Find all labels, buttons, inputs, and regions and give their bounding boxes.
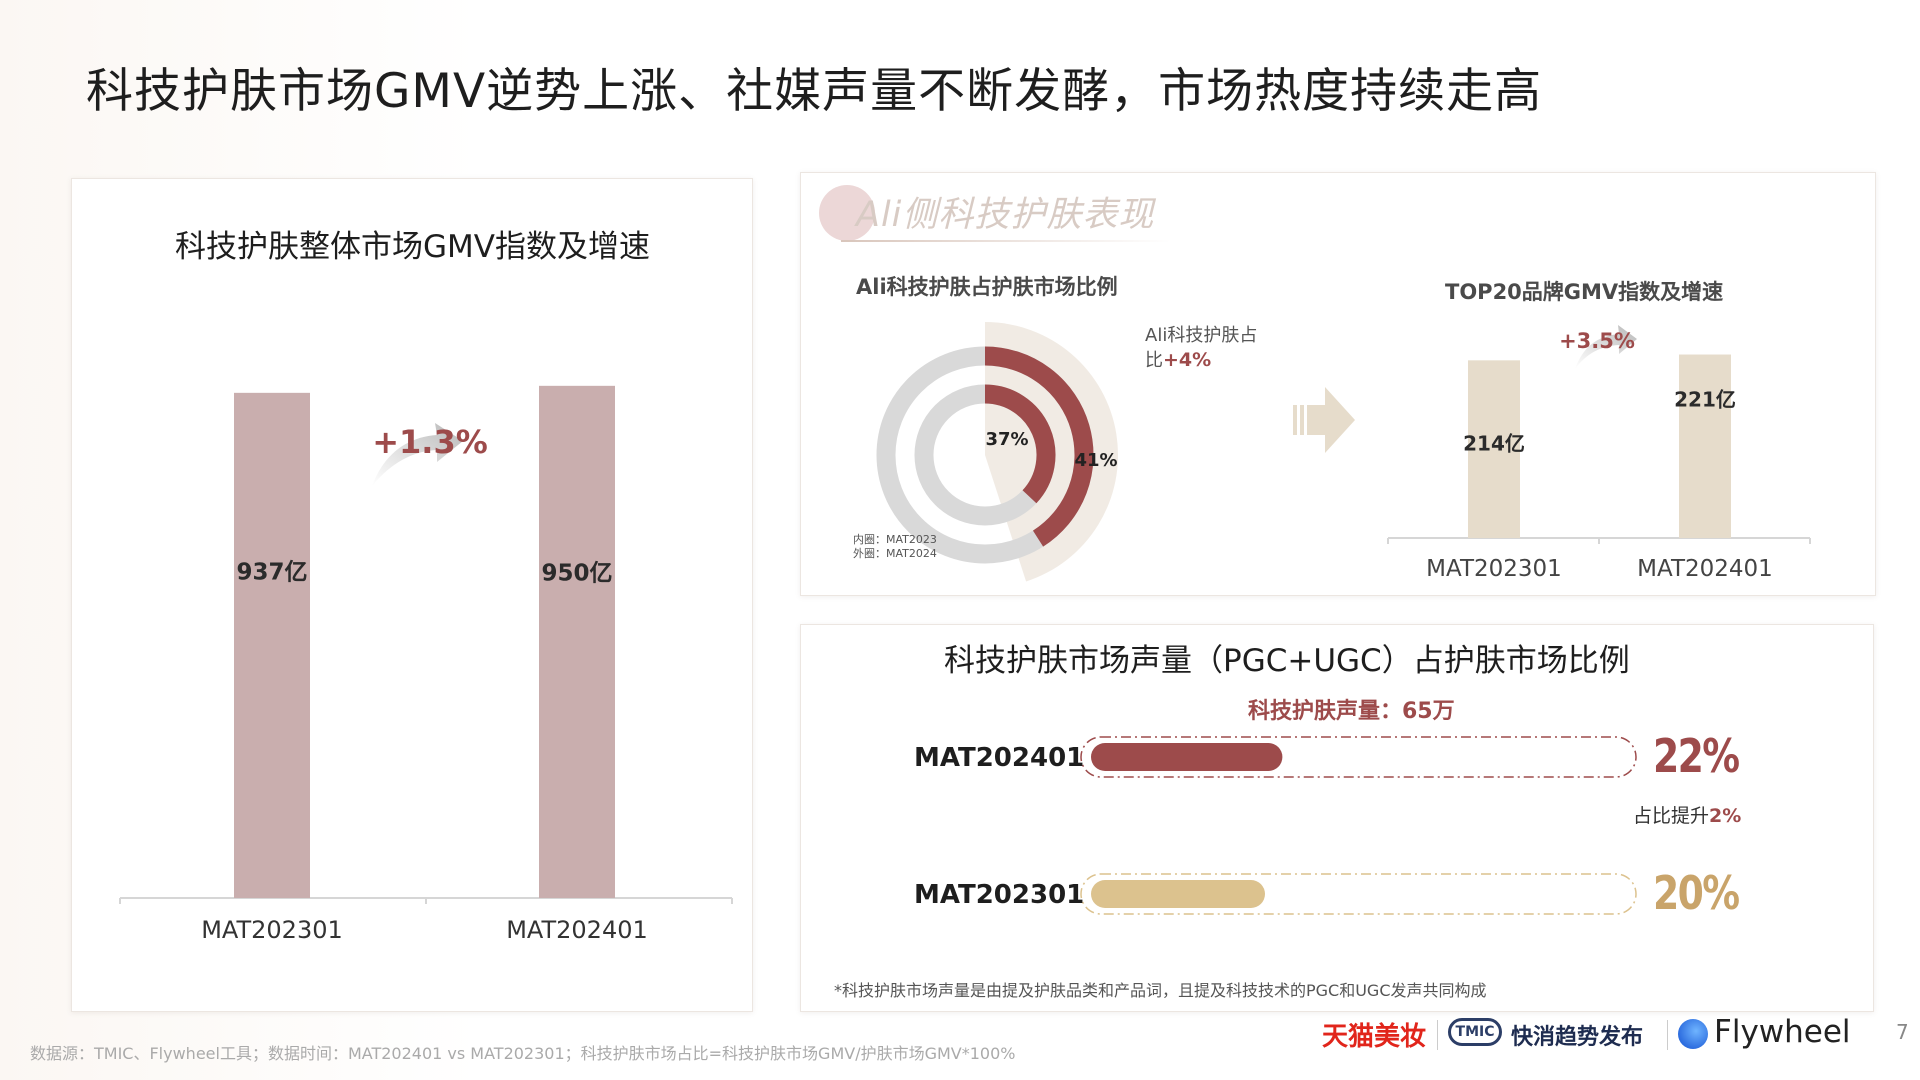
top20-x-tick-label: MAT202301: [1426, 556, 1562, 582]
ali-section-title: Ali侧科技护肤表现: [856, 195, 1155, 235]
share-rise-value: 2%: [1709, 805, 1742, 827]
voice-share-value-2023: 20%: [1653, 866, 1740, 920]
flywheel-logo-text: Flywheel: [1714, 1014, 1851, 1050]
growth-arrow-icon: [372, 423, 463, 486]
donut-annotation-line1: Ali科技护肤占: [1145, 325, 1258, 346]
voice-share-value-2024: 22%: [1653, 729, 1740, 783]
gmv-bar-value-label: 950亿: [541, 560, 612, 586]
gmv-x-tick-label: MAT202401: [506, 916, 648, 944]
top20-chart-title: TOP20品牌GMV指数及增速: [1445, 280, 1724, 304]
logo-divider: [1667, 1020, 1668, 1050]
donut-ring-share: [984, 346, 1094, 547]
top20-bar-value-label: 214亿: [1463, 431, 1525, 455]
voice-share-bars: [1080, 736, 1637, 915]
section-underline: [841, 240, 1171, 242]
voice-share-track: [1080, 873, 1637, 915]
transition-arrow-icon: [1293, 387, 1355, 453]
flywheel-logo-icon: [1678, 1019, 1708, 1049]
gmv-bar-value-label: 937亿: [236, 560, 307, 586]
donut-chart-title: Ali科技护肤占护肤市场比例: [856, 275, 1118, 299]
gmv-bar: [234, 392, 310, 898]
voice-share-bar: [1091, 880, 1265, 908]
top20-bar: [1679, 354, 1731, 538]
voice-row-label-2024: MAT202401: [914, 743, 1085, 773]
top20-growth-arrow-icon: [1575, 325, 1637, 369]
source-note: 数据源：TMIC、Flywheel工具；数据时间：MAT202401 vs MA…: [30, 1044, 1016, 1063]
gmv-growth-label: +1.3%: [372, 423, 488, 461]
gmv-chart-title: 科技护肤整体市场GMV指数及增速: [175, 229, 650, 265]
top20-growth-label: +3.5%: [1559, 329, 1635, 353]
gmv-x-tick-label: MAT202301: [201, 916, 343, 944]
outer-ring-legend: 外圈：MAT2024: [853, 547, 937, 560]
inner-ring-legend: 内圈：MAT2023: [853, 533, 937, 546]
tmic-logo-icon: TMIC: [1448, 1018, 1502, 1046]
voice-footnote: *科技护肤市场声量是由提及护肤品类和产品词，且提及科技技术的PGC和UGC发声共…: [834, 981, 1487, 1000]
donut-ring-share: [984, 384, 1056, 504]
voice-volume-label: 科技护肤声量：65万: [1248, 699, 1455, 724]
ali-performance-panel: Ali侧科技护肤表现 Ali科技护肤占护肤市场比例 TOP20品牌GMV指数及增…: [800, 172, 1876, 596]
donut-annotation-value: +4%: [1163, 349, 1212, 371]
outer-ring-value-label: 41%: [1074, 450, 1117, 471]
page-number: 7: [1896, 1020, 1909, 1044]
donut-annotation-prefix: 比: [1145, 350, 1163, 371]
top20-bar-chart: 214亿 MAT202301 221亿 MAT202401 +3.5%: [1387, 325, 1811, 582]
logo-divider: [1437, 1020, 1438, 1050]
top20-bar-value-label: 221亿: [1674, 388, 1736, 412]
gmv-bar: [539, 385, 615, 899]
top20-bar: [1468, 360, 1520, 538]
gmv-bar-chart: 937亿 MAT202301 950亿 MAT202401 +1.3%: [119, 385, 733, 944]
page-title: 科技护肤市场GMV逆势上涨、社媒声量不断发酵，市场热度持续走高: [86, 64, 1543, 119]
logo-bar: 天猫美妆 TMIC 快消趋势发布 Flywheel: [1320, 1010, 1870, 1056]
voice-row-label-2023: MAT202301: [914, 880, 1085, 910]
voice-share-bar: [1091, 743, 1283, 771]
section-decoration-circle: [819, 185, 875, 241]
gmv-chart-panel: 科技护肤整体市场GMV指数及增速 937亿 MAT202301 950亿 MAT202…: [71, 178, 753, 1012]
share-rise-note: 占比提升2%: [1633, 801, 1741, 828]
voice-share-title: 科技护肤市场声量（PGC+UGC）占护肤市场比例: [944, 643, 1630, 679]
tmic-logo-text: 快消趋势发布: [1511, 1025, 1644, 1050]
donut-legend: 内圈：MAT2023 外圈：MAT2024: [853, 533, 937, 561]
ali-share-donut-chart: 37% 41%: [876, 322, 1118, 582]
tmall-beauty-logo: 天猫美妆: [1322, 1022, 1427, 1052]
inner-ring-value-label: 37%: [985, 429, 1028, 450]
donut-annotation: Ali科技护肤占 比+4%: [1145, 323, 1257, 373]
share-rise-prefix: 占比提升: [1633, 805, 1710, 827]
voice-share-track: [1080, 736, 1637, 778]
voice-share-panel: 科技护肤市场声量（PGC+UGC）占护肤市场比例 科技护肤声量：65万 MAT2…: [800, 624, 1874, 1012]
top20-x-tick-label: MAT202401: [1637, 556, 1773, 582]
